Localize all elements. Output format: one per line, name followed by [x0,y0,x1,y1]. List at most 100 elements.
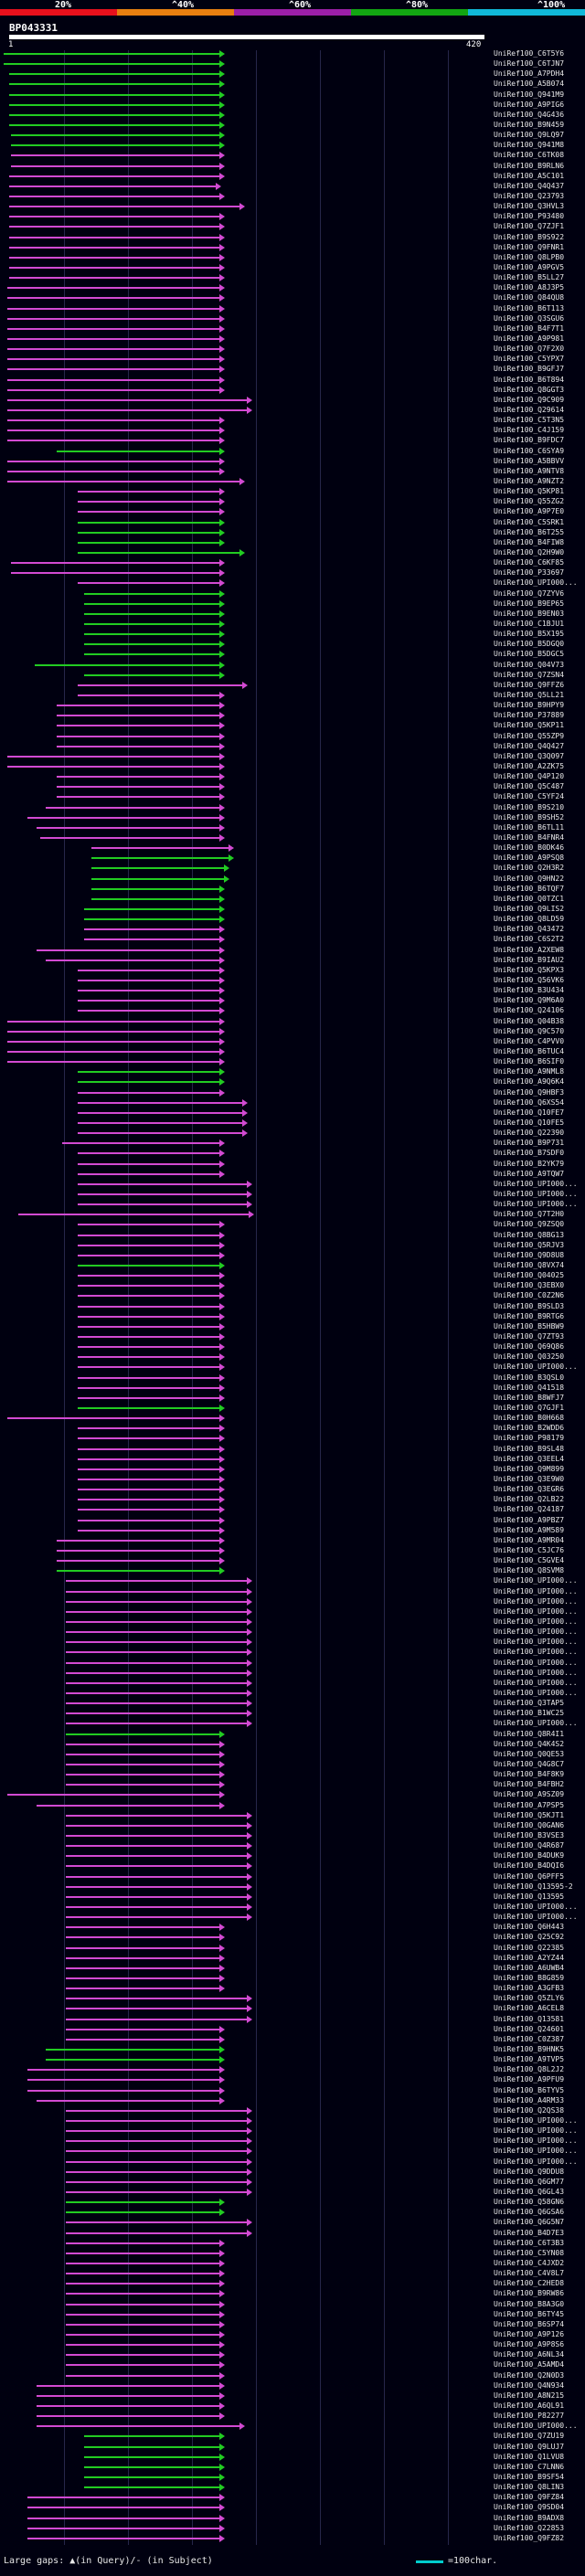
hit-row[interactable]: UniRef100_Q04B38 [0,1017,585,1026]
hit-row[interactable]: UniRef100_Q9ZSQ0 [0,1220,585,1229]
hit-row[interactable]: UniRef100_C4PVV0 [0,1037,585,1046]
hit-row[interactable]: UniRef100_B6SIF0 [0,1057,585,1066]
hit-label[interactable]: UniRef100_Q2H9W0 [494,548,565,557]
hit-label[interactable]: UniRef100_B8A3G0 [494,2299,565,2308]
hit-row[interactable]: UniRef100_B9RW86 [0,2289,585,2298]
hit-row[interactable]: UniRef100_C6TJN7 [0,59,585,69]
hit-row[interactable]: UniRef100_A5C101 [0,172,585,181]
hit-label[interactable]: UniRef100_Q4Q427 [494,741,565,750]
hit-row[interactable]: UniRef100_B9SH52 [0,813,585,822]
hit-label[interactable]: UniRef100_UPI000... [494,578,578,588]
hit-label[interactable]: UniRef100_Q5C487 [494,782,565,791]
hit-label[interactable]: UniRef100_Q7ZT93 [494,1332,565,1341]
hit-row[interactable]: UniRef100_B0DK46 [0,843,585,853]
hit-row[interactable]: UniRef100_Q8LIN3 [0,2483,585,2492]
hit-row[interactable]: UniRef100_Q04025 [0,1271,585,1280]
hit-label[interactable]: UniRef100_Q3TAP5 [494,1699,565,1708]
hit-label[interactable]: UniRef100_Q8LD59 [494,915,565,924]
hit-label[interactable]: UniRef100_C6T5Y6 [494,49,565,58]
hit-row[interactable]: UniRef100_Q9D8U8 [0,1251,585,1260]
hit-label[interactable]: UniRef100_B4D7E3 [494,2228,565,2237]
hit-row[interactable]: UniRef100_B2YK79 [0,1160,585,1169]
hit-label[interactable]: UniRef100_Q24187 [494,1505,565,1514]
hit-label[interactable]: UniRef100_A6QL91 [494,2401,565,2410]
hit-label[interactable]: UniRef100_UPI000... [494,1689,578,1697]
hit-row[interactable]: UniRef100_UPI000... [0,1200,585,1209]
hit-label[interactable]: UniRef100_C5YF24 [494,792,565,801]
hit-label[interactable]: UniRef100_UPI000... [494,2126,578,2136]
hit-label[interactable]: UniRef100_A9P7E0 [494,507,565,516]
hit-label[interactable]: UniRef100_B9IAU2 [494,955,565,964]
hit-label[interactable]: UniRef100_Q5KPX3 [494,965,565,974]
hit-label[interactable]: UniRef100_C5SRK1 [494,517,565,526]
hit-label[interactable]: UniRef100_A2YZ44 [494,1953,565,1962]
hit-row[interactable]: UniRef100_UPI000... [0,1576,585,1585]
hit-row[interactable]: UniRef100_Q6G5N7 [0,2218,585,2227]
hit-label[interactable]: UniRef100_Q7ZJF1 [494,222,565,231]
hit-label[interactable]: UniRef100_P33697 [494,568,565,578]
hit-row[interactable]: UniRef100_Q9DDU8 [0,2168,585,2177]
hit-row[interactable]: UniRef100_UPI000... [0,1913,585,1922]
hit-label[interactable]: UniRef100_UPI000... [494,1719,578,1728]
hit-row[interactable]: UniRef100_B4F8K9 [0,1770,585,1779]
hit-row[interactable]: UniRef100_Q6PFF5 [0,1872,585,1882]
hit-row[interactable]: UniRef100_Q9M6A0 [0,996,585,1005]
hit-label[interactable]: UniRef100_B2WDD6 [494,1424,565,1433]
hit-label[interactable]: UniRef100_B9SL48 [494,1444,565,1453]
hit-label[interactable]: UniRef100_B9ADX8 [494,2513,565,2522]
hit-row[interactable]: UniRef100_Q3SGU6 [0,314,585,323]
hit-row[interactable]: UniRef100_UPI000... [0,1903,585,1912]
hit-label[interactable]: UniRef100_Q10FE5 [494,1118,565,1127]
hit-row[interactable]: UniRef100_Q7GJF1 [0,1404,585,1413]
hit-row[interactable]: UniRef100_UPI000... [0,2147,585,2156]
hit-label[interactable]: UniRef100_C7LNN6 [494,2462,565,2471]
hit-row[interactable]: UniRef100_P82277 [0,2412,585,2421]
hit-row[interactable]: UniRef100_B2WDD6 [0,1424,585,1433]
hit-label[interactable]: UniRef100_B9SLD3 [494,1301,565,1310]
hit-row[interactable]: UniRef100_Q41518 [0,1383,585,1393]
hit-label[interactable]: UniRef100_Q69Q86 [494,1342,565,1352]
hit-row[interactable]: UniRef100_B9FDC7 [0,436,585,445]
hit-label[interactable]: UniRef100_B9S210 [494,802,565,811]
hit-label[interactable]: UniRef100_A9M589 [494,1525,565,1534]
hit-label[interactable]: UniRef100_A9Q6K4 [494,1077,565,1087]
hit-label[interactable]: UniRef100_Q7GJF1 [494,1404,565,1412]
hit-label[interactable]: UniRef100_A9PIG6 [494,100,565,109]
hit-label[interactable]: UniRef100_A5BBVV [494,456,565,465]
hit-row[interactable]: UniRef100_A6QL91 [0,2401,585,2411]
hit-label[interactable]: UniRef100_Q5RJV3 [494,1240,565,1249]
hit-label[interactable]: UniRef100_Q941M8 [494,141,565,150]
hit-row[interactable]: UniRef100_Q5KPX3 [0,965,585,975]
hit-row[interactable]: UniRef100_Q4K4S2 [0,1740,585,1749]
hit-label[interactable]: UniRef100_C2HED8 [494,2279,565,2288]
hit-row[interactable]: UniRef100_B9P731 [0,1139,585,1148]
hit-label[interactable]: UniRef100_Q22853 [494,2523,565,2532]
hit-row[interactable]: UniRef100_UPI000... [0,2157,585,2167]
hit-row[interactable]: UniRef100_Q2H9W0 [0,548,585,557]
hit-label[interactable]: UniRef100_B9N459 [494,121,565,129]
hit-label[interactable]: UniRef100_B4FIW8 [494,537,565,546]
hit-row[interactable]: UniRef100_B9RLN6 [0,162,585,171]
hit-label[interactable]: UniRef100_Q22385 [494,1943,565,1952]
hit-row[interactable]: UniRef100_UPI000... [0,1648,585,1657]
hit-label[interactable]: UniRef100_Q5ZLY6 [494,1994,565,2003]
hit-label[interactable]: UniRef100_Q5KP81 [494,487,565,496]
hit-row[interactable]: UniRef100_UPI000... [0,1627,585,1637]
hit-row[interactable]: UniRef100_C5SRK1 [0,517,585,527]
hit-row[interactable]: UniRef100_C4J159 [0,426,585,435]
hit-row[interactable]: UniRef100_B4DUK9 [0,1851,585,1860]
hit-label[interactable]: UniRef100_Q5KP11 [494,721,565,730]
hit-label[interactable]: UniRef100_Q9ZSQ0 [494,1220,565,1229]
hit-row[interactable]: UniRef100_A5AMD4 [0,2360,585,2369]
hit-label[interactable]: UniRef100_Q7F2X0 [494,345,565,354]
hit-label[interactable]: UniRef100_Q9DDU8 [494,2167,565,2176]
hit-label[interactable]: UniRef100_Q4Q437 [494,181,565,190]
hit-label[interactable]: UniRef100_A5B074 [494,80,565,89]
hit-row[interactable]: UniRef100_A2ZK75 [0,762,585,771]
hit-row[interactable]: UniRef100_B5DGQ0 [0,640,585,649]
hit-row[interactable]: UniRef100_A2YZ44 [0,1953,585,1963]
hit-label[interactable]: UniRef100_C6SYA9 [494,446,565,455]
hit-row[interactable]: UniRef100_UPI000... [0,1638,585,1647]
hit-label[interactable]: UniRef100_Q4N934 [494,2380,565,2390]
hit-label[interactable]: UniRef100_C0Z2N6 [494,1291,565,1300]
